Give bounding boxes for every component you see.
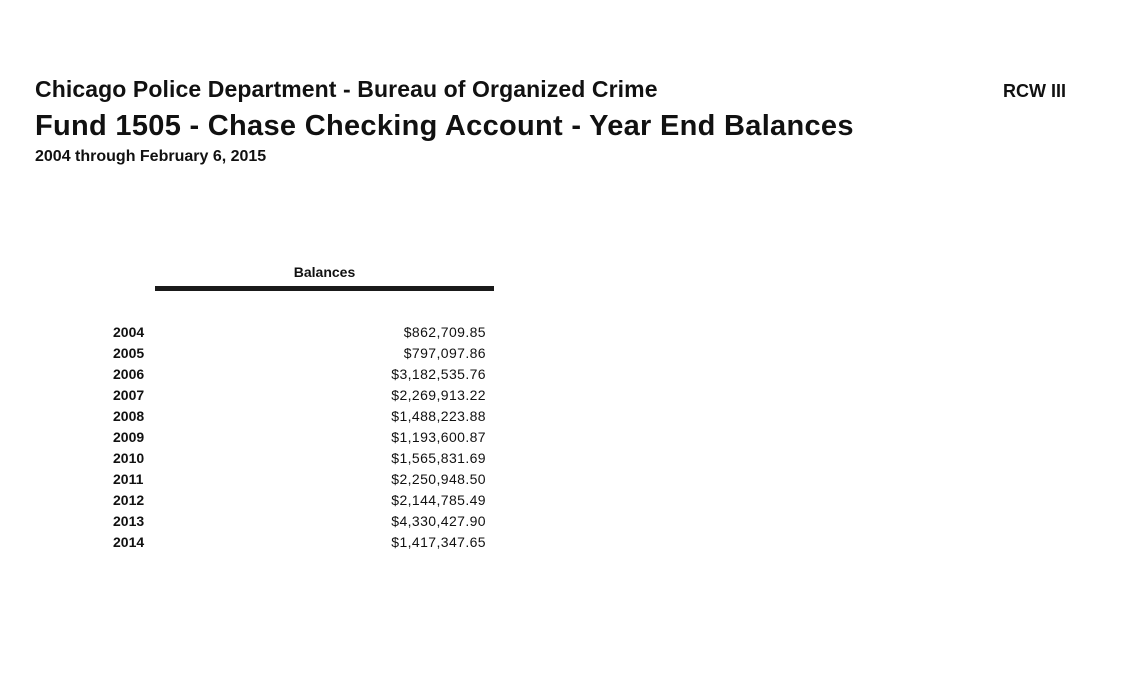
balance-cell: $1,565,831.69 (391, 449, 486, 466)
year-cell: 2012 (113, 491, 145, 508)
organization-title: Chicago Police Department - Bureau of Or… (35, 76, 658, 102)
year-cell: 2009 (113, 428, 145, 445)
balance-cell: $862,709.85 (403, 323, 486, 340)
balance-cell: $2,250,948.50 (391, 470, 486, 487)
table-row: 2008 $1,488,223.88 (113, 405, 486, 426)
year-cell: 2006 (113, 365, 145, 382)
balance-cell: $2,144,785.49 (391, 491, 486, 508)
balances-table: 2004 $862,709.85 2005 $797,097.86 2006 $… (113, 321, 486, 552)
year-cell: 2010 (113, 449, 145, 466)
balance-cell: $1,193,600.87 (391, 428, 486, 445)
year-cell: 2004 (113, 323, 145, 340)
table-row: 2014 $1,417,347.65 (113, 531, 486, 552)
balance-cell: $3,182,535.76 (391, 365, 486, 382)
balances-column-header: Balances (155, 262, 494, 291)
table-row: 2010 $1,565,831.69 (113, 447, 486, 468)
table-row: 2011 $2,250,948.50 (113, 468, 486, 489)
balance-cell: $1,417,347.65 (391, 533, 486, 550)
table-row: 2004 $862,709.85 (113, 321, 486, 342)
table-row: 2007 $2,269,913.22 (113, 384, 486, 405)
year-cell: 2005 (113, 344, 145, 361)
year-cell: 2014 (113, 533, 145, 550)
year-cell: 2011 (113, 470, 144, 487)
table-row: 2006 $3,182,535.76 (113, 363, 486, 384)
table-row: 2013 $4,330,427.90 (113, 510, 486, 531)
balance-cell: $2,269,913.22 (391, 386, 486, 403)
date-range-subtitle: 2004 through February 6, 2015 (35, 148, 267, 165)
table-row: 2005 $797,097.86 (113, 342, 486, 363)
year-cell: 2013 (113, 512, 145, 529)
year-cell: 2008 (113, 407, 145, 424)
table-row: 2009 $1,193,600.87 (113, 426, 486, 447)
report-code: RCW III (1003, 81, 1066, 101)
balance-cell: $4,330,427.90 (391, 512, 486, 529)
table-row: 2012 $2,144,785.49 (113, 489, 486, 510)
balance-cell: $1,488,223.88 (391, 407, 486, 424)
balance-cell: $797,097.86 (403, 344, 486, 361)
year-cell: 2007 (113, 386, 145, 403)
report-title: Fund 1505 - Chase Checking Account - Yea… (35, 110, 854, 142)
